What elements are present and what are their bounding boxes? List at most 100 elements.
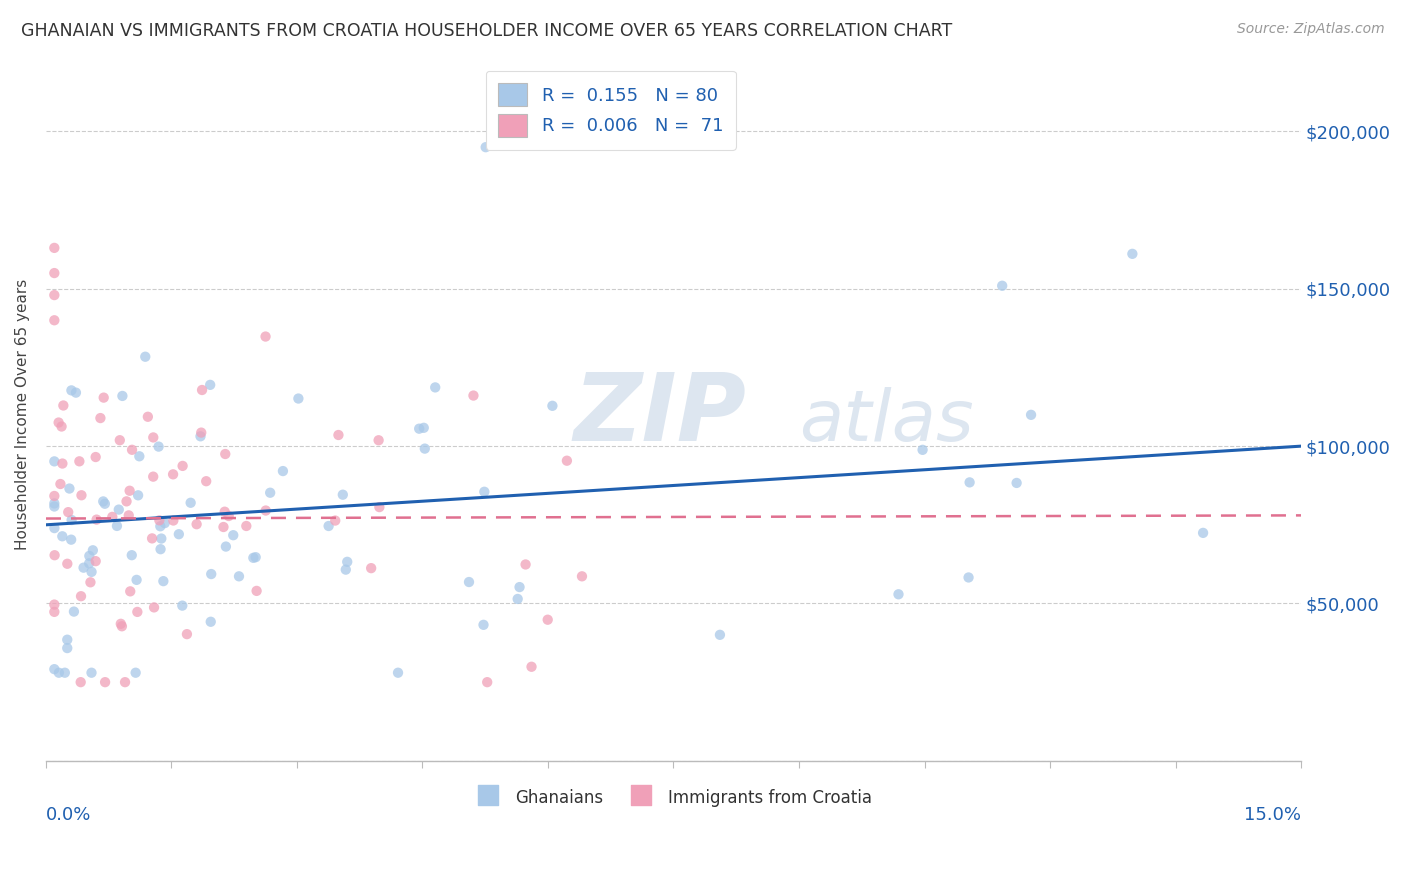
Point	[65, 385, 87, 400]
Point	[128, 450, 150, 464]
Point	[412, 421, 434, 435]
Point	[259, 485, 281, 500]
Point	[70, 488, 93, 502]
Point	[408, 422, 430, 436]
Point	[472, 484, 495, 499]
Point	[142, 469, 165, 483]
Point	[152, 574, 174, 589]
Point	[162, 467, 184, 482]
Point	[44, 496, 66, 510]
Point	[141, 532, 163, 546]
Point	[101, 509, 124, 524]
Point	[318, 519, 340, 533]
Point	[190, 425, 212, 440]
Point	[60, 513, 83, 527]
Point	[336, 555, 359, 569]
Point	[709, 628, 731, 642]
Point	[368, 500, 391, 515]
Point	[44, 605, 66, 619]
Point	[86, 513, 108, 527]
Legend: Ghanaians, Immigrants from Croatia: Ghanaians, Immigrants from Croatia	[468, 780, 879, 814]
Point	[89, 411, 111, 425]
Point	[332, 488, 354, 502]
Point	[107, 502, 129, 516]
Point	[121, 442, 143, 457]
Point	[60, 384, 83, 398]
Point	[271, 464, 294, 478]
Point	[44, 489, 66, 503]
Point	[56, 632, 79, 647]
Point	[957, 570, 980, 584]
Point	[70, 589, 93, 603]
Point	[200, 615, 222, 629]
Point	[49, 477, 72, 491]
Point	[474, 140, 496, 154]
Point	[571, 569, 593, 583]
Point	[215, 540, 238, 554]
Point	[120, 584, 142, 599]
Point	[149, 542, 172, 557]
Point	[1019, 408, 1042, 422]
Point	[463, 388, 485, 402]
Point	[56, 557, 79, 571]
Point	[287, 392, 309, 406]
Point	[134, 350, 156, 364]
Point	[323, 514, 346, 528]
Point	[127, 488, 149, 502]
Point	[190, 429, 212, 443]
Point	[69, 675, 91, 690]
Point	[51, 529, 73, 543]
Point	[127, 605, 149, 619]
Point	[125, 573, 148, 587]
Point	[48, 665, 70, 680]
Point	[235, 519, 257, 533]
Point	[79, 549, 101, 563]
Point	[387, 665, 409, 680]
Point	[172, 458, 194, 473]
Point	[162, 514, 184, 528]
Point	[110, 616, 132, 631]
Point	[118, 508, 141, 523]
Point	[80, 665, 103, 680]
Point	[94, 675, 117, 690]
Point	[195, 474, 218, 488]
Point	[477, 675, 499, 690]
Point	[51, 457, 73, 471]
Point	[228, 569, 250, 583]
Point	[245, 550, 267, 565]
Point	[80, 565, 103, 579]
Text: ZIP: ZIP	[574, 368, 747, 460]
Point	[44, 662, 66, 676]
Y-axis label: Householder Income Over 65 years: Householder Income Over 65 years	[15, 279, 30, 550]
Point	[214, 447, 236, 461]
Point	[94, 497, 117, 511]
Point	[367, 434, 389, 448]
Point	[506, 591, 529, 606]
Point	[63, 605, 86, 619]
Point	[44, 500, 66, 514]
Point	[51, 419, 73, 434]
Point	[84, 554, 107, 568]
Point	[1192, 525, 1215, 540]
Point	[56, 641, 79, 656]
Point	[911, 442, 934, 457]
Point	[44, 266, 66, 280]
Point	[60, 533, 83, 547]
Point	[124, 665, 146, 680]
Point	[72, 560, 94, 574]
Point	[108, 434, 131, 448]
Point	[82, 543, 104, 558]
Point	[541, 399, 564, 413]
Point	[115, 494, 138, 508]
Text: GHANAIAN VS IMMIGRANTS FROM CROATIA HOUSEHOLDER INCOME OVER 65 YEARS CORRELATION: GHANAIAN VS IMMIGRANTS FROM CROATIA HOUS…	[21, 22, 952, 40]
Point	[52, 399, 75, 413]
Point	[58, 505, 80, 519]
Point	[44, 288, 66, 302]
Point	[153, 516, 176, 530]
Point	[136, 409, 159, 424]
Point	[246, 583, 269, 598]
Point	[93, 391, 115, 405]
Point	[58, 482, 80, 496]
Point	[515, 558, 537, 572]
Point	[118, 483, 141, 498]
